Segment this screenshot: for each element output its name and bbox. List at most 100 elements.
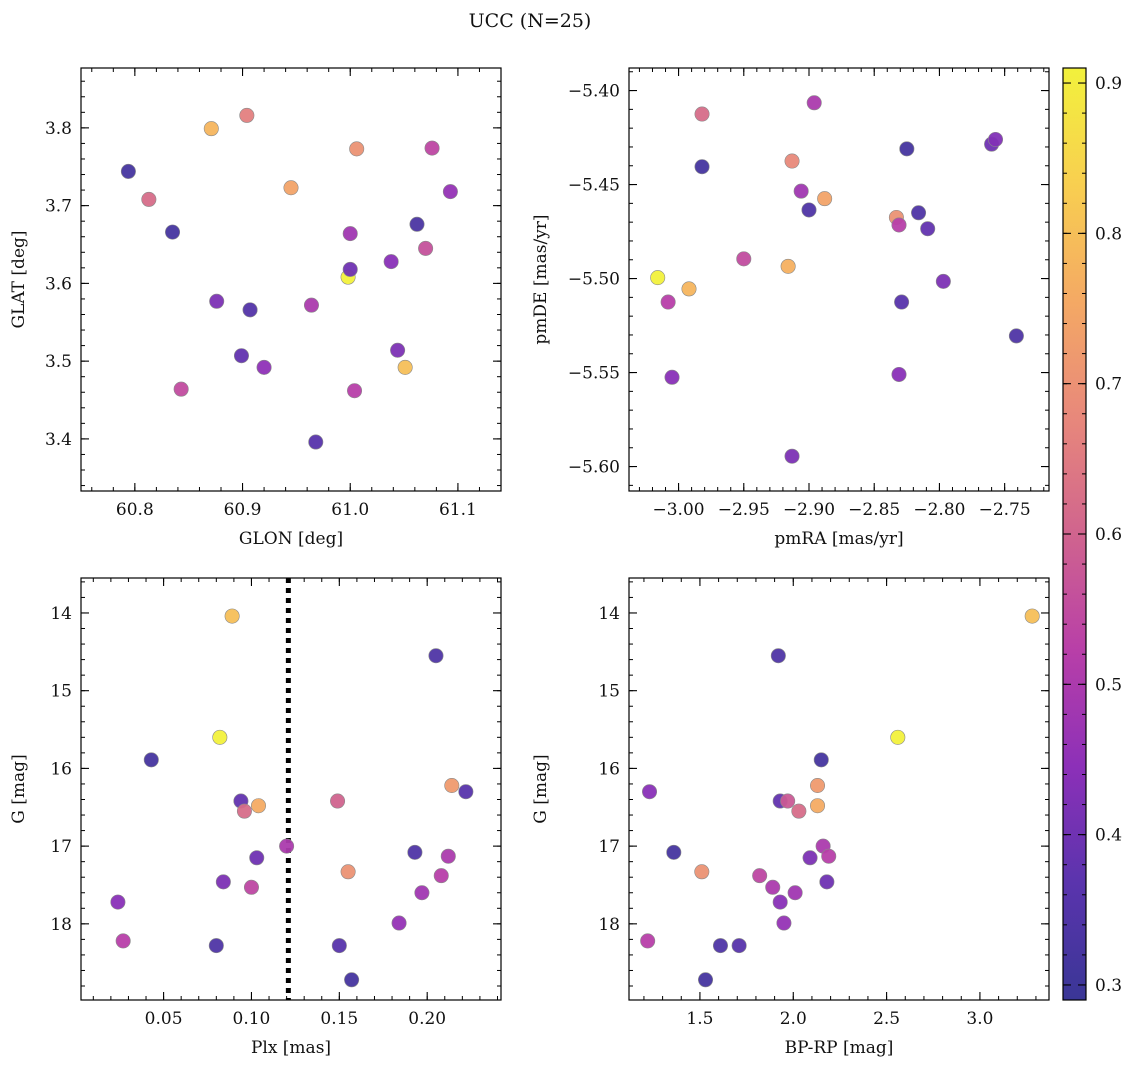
y-tick-label: 14 [50,604,72,624]
axes-frame [628,67,1050,492]
x-axis-label: BP-RP [mag] [785,1038,894,1058]
scatter-point [801,202,817,218]
scatter-point [776,915,792,931]
scatter-point [791,803,807,819]
y-tick-label: 18 [50,915,72,935]
x-tick-label: 61.0 [331,500,369,520]
x-axis-label: GLON [deg] [239,529,343,549]
y-tick-label: −5.55 [568,364,620,384]
y-tick-label: −5.40 [568,82,620,102]
scatter-point [409,216,425,232]
scatter-point [110,894,126,910]
scatter-point [712,938,728,954]
scatter-point [442,184,458,200]
scatter-point [250,798,266,814]
scatter-point [911,205,927,221]
y-tick-label: 15 [598,682,620,702]
scatter-point [165,224,181,240]
x-axis-label: Plx [mas] [251,1038,331,1058]
scatter-point [440,848,456,864]
x-axis-label: pmRA [mas/yr] [774,529,903,549]
scatter-point [342,226,358,242]
scatter-point [894,294,910,310]
scatter-point [765,879,781,895]
scatter-point [279,838,295,854]
scatter-point [935,273,951,289]
scatter-point [770,648,786,664]
scatter-point [899,141,915,157]
scatter-point [694,159,710,175]
colorbar: 0.3 0.4 0.5 0.6 0.7 0.8 0.9 [1062,67,1122,1001]
scatter-point [428,648,444,664]
scatter-point [784,153,800,169]
scatter-point [349,141,365,157]
scatter-point [821,848,837,864]
y-tick-label: −5.45 [568,176,620,196]
scatter-point [249,850,265,866]
x-tick-label: −2.95 [718,500,770,520]
scatter-point [233,348,249,364]
scatter-point [787,885,803,901]
y-tick-label: 16 [50,759,72,779]
x-tick-label: −2.85 [848,500,900,520]
scatter-point [208,938,224,954]
scatter-point [236,803,252,819]
axes-frame [80,67,502,492]
scatter-point [890,729,906,745]
scatter-point [120,163,136,179]
scatter-point [397,359,413,375]
x-tick-label: 2.0 [780,1009,807,1029]
x-tick-label: −2.90 [783,500,835,520]
y-axis-label: GLAT [deg] [9,230,29,328]
scatter-point [681,281,697,297]
scatter-point [891,217,907,233]
scatter-point [143,752,159,768]
y-tick-label: −5.60 [568,458,620,478]
scatter-point [283,180,299,196]
scatter-point [418,240,434,256]
x-tick-label: 60.8 [116,500,154,520]
scatter-point [203,121,219,137]
scatter-point [694,106,710,122]
scatter-point [433,868,449,884]
scatter-point [115,933,131,949]
scatter-point [458,784,474,800]
scatter-point [666,844,682,860]
y-tick-label: 3.8 [45,119,72,139]
scatter-point [308,434,324,450]
scatter-point [819,874,835,890]
scatter-point [347,383,363,399]
scatter-point [1024,608,1040,624]
scatter-point [212,729,228,745]
scatter-point [698,972,714,988]
scatter-point [731,938,747,954]
x-tick-label: 0.15 [320,1009,358,1029]
y-tick-label: 3.7 [45,197,72,217]
x-tick-label: 61.1 [439,500,477,520]
x-tick-label: 0.10 [233,1009,271,1029]
scatter-point [414,885,430,901]
scatter-point [331,938,347,954]
y-axis-label: G [mag] [9,754,29,823]
scatter-point [342,261,358,277]
y-tick-label: 17 [598,837,620,857]
scatter-point [1008,328,1024,344]
scatter-point [330,793,346,809]
y-axis-label: pmDE [mas/yr] [531,214,551,344]
scatter-point [806,95,822,111]
scatter-point [224,608,240,624]
panel-pmra-pmde: −3.00 −2.95 −2.90 −2.85 −2.80 −2.75 −5.60 −5.55… [531,67,1050,549]
panel-glon-glat: 60.8 60.9 61.0 61.1 3.4 3.5 3.6 3.7 3.8 GLON [deg… [9,67,502,549]
y-tick-label: 3.5 [45,352,72,372]
scatter-point [444,778,460,794]
scatter-point [340,864,356,880]
scatter-point [660,294,676,310]
scatter-point [694,864,710,880]
scatter-point [793,183,809,199]
y-tick-label: 15 [50,682,72,702]
scatter-point [383,254,399,270]
y-tick-label: 14 [598,604,620,624]
colorbar-tick-label: 0.6 [1095,525,1122,545]
scatter-point [640,933,656,949]
y-axis-label: G [mag] [531,754,551,823]
